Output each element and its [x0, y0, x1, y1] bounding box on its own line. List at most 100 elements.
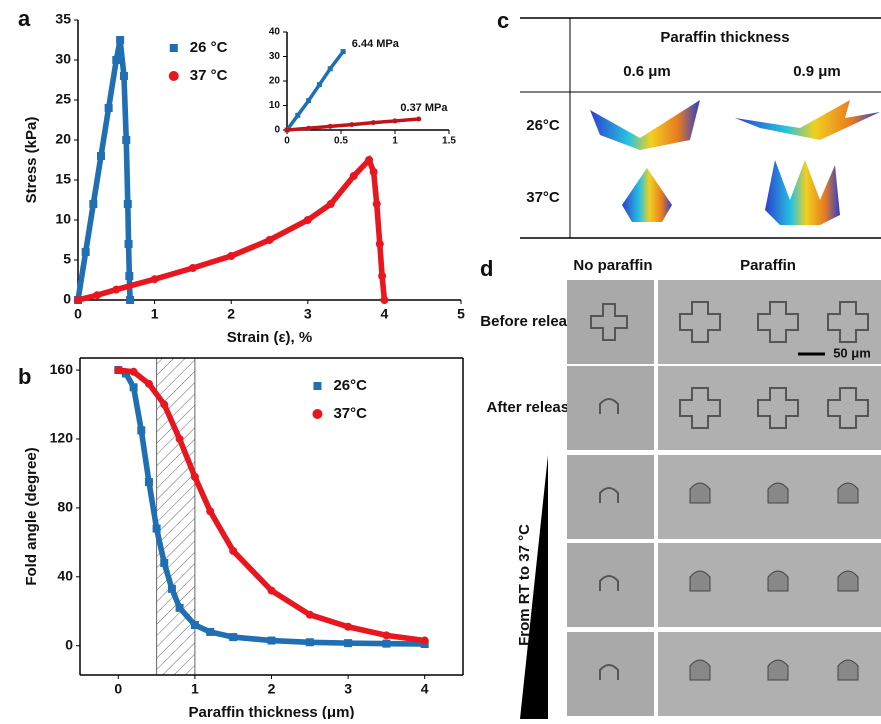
micrograph	[567, 366, 654, 450]
marker	[190, 472, 199, 481]
folded	[837, 482, 859, 504]
x-axis-label: Paraffin thickness (μm)	[189, 704, 355, 719]
row-label: After release	[487, 399, 578, 416]
y-axis-label: Stress (kPa)	[23, 117, 40, 204]
marker	[74, 296, 82, 304]
cross	[827, 387, 869, 429]
series-line	[77, 154, 388, 303]
annotation: 6.44 MPa	[352, 38, 400, 50]
x-tick-label: 1	[392, 136, 398, 147]
marker	[303, 216, 312, 224]
marker	[175, 603, 184, 612]
marker	[152, 524, 161, 533]
marker	[124, 240, 133, 248]
marker	[344, 622, 353, 631]
marker	[129, 367, 138, 376]
legend-label: 26°C	[333, 377, 367, 394]
marker	[349, 172, 358, 180]
folded	[689, 659, 711, 681]
marker	[144, 478, 153, 487]
folded	[599, 487, 619, 503]
marker	[378, 272, 387, 280]
marker	[119, 72, 128, 80]
marker	[112, 56, 121, 64]
cross	[679, 387, 721, 429]
x-tick-label: 2	[268, 680, 276, 696]
y-tick-label: 40	[269, 27, 281, 38]
micrograph	[567, 543, 654, 627]
x-axis-label: Strain (ε), %	[227, 329, 312, 346]
marker	[89, 200, 98, 208]
legend-marker	[169, 44, 178, 52]
folded	[599, 575, 619, 591]
marker	[372, 200, 381, 208]
y-tick-label: 35	[55, 11, 71, 27]
x-tick-label: 0	[74, 305, 82, 321]
micrograph	[567, 455, 654, 539]
column-label: 0.9 μm	[793, 63, 841, 80]
x-tick-label: 1	[191, 680, 199, 696]
marker	[306, 98, 312, 104]
marker	[116, 36, 125, 44]
marker	[188, 264, 197, 272]
micrograph	[567, 632, 654, 716]
cross	[827, 301, 869, 343]
y-tick-label: 0	[63, 291, 71, 307]
x-tick-label: 1	[151, 305, 159, 321]
marker	[380, 296, 389, 304]
y-tick-label: 40	[57, 568, 73, 584]
cross	[757, 387, 799, 429]
folded	[837, 659, 859, 681]
cross	[590, 303, 628, 341]
marker	[150, 275, 159, 284]
marker	[344, 639, 353, 648]
marker	[265, 236, 274, 244]
row-label: 37°C	[526, 189, 560, 206]
marker	[295, 112, 301, 118]
marker	[123, 200, 132, 208]
marker	[126, 296, 135, 304]
marker	[112, 285, 121, 294]
folded	[837, 570, 859, 592]
marker	[267, 636, 276, 645]
y-axis-label: Fold angle (degree)	[23, 447, 40, 585]
marker	[175, 434, 184, 443]
legend-marker	[312, 409, 323, 419]
micrographs	[567, 280, 881, 716]
annotation: 0.37 MPa	[400, 102, 448, 114]
gradient-wedge	[520, 455, 548, 719]
x-tick-label: 0.5	[334, 136, 348, 147]
table-header: Paraffin thickness	[660, 29, 789, 46]
x-tick-label: 0	[114, 680, 122, 696]
folded	[767, 659, 789, 681]
x-tick-label: 0	[284, 136, 290, 147]
y-tick-label: 5	[63, 251, 71, 267]
legend-label: 37 °C	[190, 67, 228, 84]
marker	[227, 252, 236, 260]
simulation-image	[590, 100, 880, 225]
folded	[599, 664, 619, 680]
marker	[316, 82, 322, 88]
marker	[206, 507, 215, 516]
marker	[370, 120, 376, 126]
marker	[340, 49, 346, 55]
folded	[599, 398, 619, 414]
column-label: No paraffin	[573, 257, 652, 274]
marker	[137, 426, 146, 435]
legend-marker	[313, 382, 322, 390]
y-tick-label: 15	[55, 171, 71, 187]
marker	[306, 125, 312, 131]
y-tick-label: 20	[269, 76, 281, 87]
marker	[305, 610, 314, 619]
marker	[305, 638, 314, 647]
folded	[689, 570, 711, 592]
marker	[349, 122, 355, 128]
micrograph	[658, 280, 881, 364]
marker	[96, 152, 105, 160]
row-label-text: After release	[487, 399, 578, 416]
micrograph	[658, 366, 881, 450]
panel-label: b	[18, 364, 31, 389]
y-tick-label: 10	[269, 100, 281, 111]
y-tick-label: 25	[55, 91, 71, 107]
